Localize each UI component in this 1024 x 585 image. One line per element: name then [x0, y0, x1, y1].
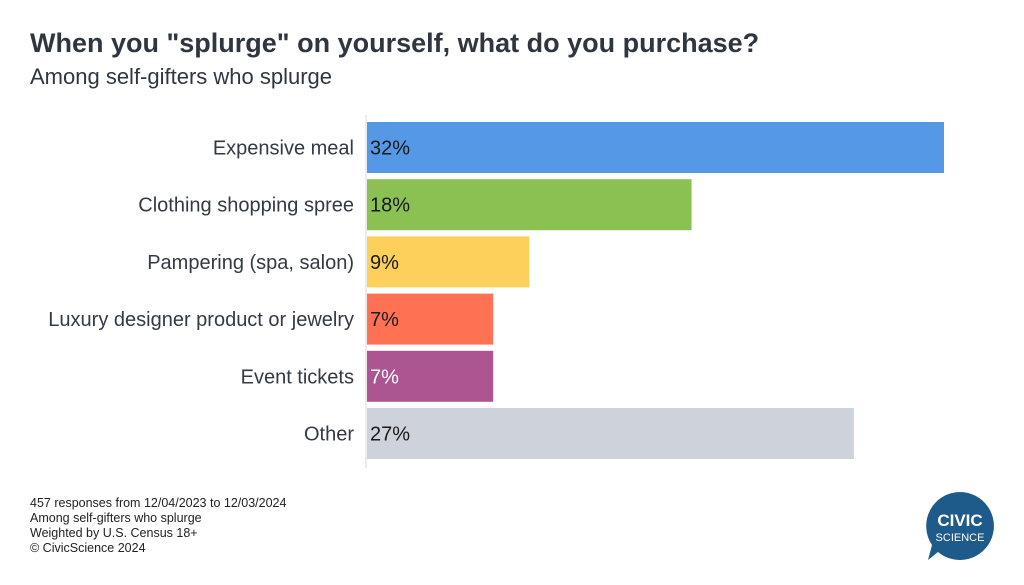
- value-label-3: 9%: [370, 252, 399, 274]
- value-label-1: 32%: [370, 138, 410, 160]
- bar-5: [367, 350, 494, 402]
- value-label-2: 18%: [370, 195, 410, 217]
- category-label-6: Other: [304, 424, 354, 446]
- logo-text-science: SCIENCE: [936, 532, 985, 544]
- footer-copyright: © CivicScience 2024: [30, 541, 146, 555]
- category-label-3: Pampering (spa, salon): [147, 252, 354, 274]
- bar-2: [367, 179, 692, 231]
- civicscience-logo: CIVIC SCIENCE: [926, 492, 994, 560]
- bar-1: [367, 122, 944, 173]
- chart-subtitle: Among self-gifters who splurge: [30, 64, 333, 89]
- footer-responses: 457 responses from 12/04/2023 to 12/03/2…: [30, 496, 287, 510]
- logo-bubble: [926, 492, 994, 560]
- footer-population: Among self-gifters who splurge: [30, 511, 202, 525]
- value-label-4: 7%: [370, 309, 399, 331]
- category-label-2: Clothing shopping spree: [138, 195, 354, 217]
- bar-4: [367, 293, 494, 345]
- chart-title: When you "splurge" on yourself, what do …: [30, 28, 760, 58]
- footer-weighting: Weighted by U.S. Census 18+: [30, 526, 198, 540]
- category-label-4: Luxury designer product or jewelry: [48, 309, 354, 331]
- value-label-6: 27%: [370, 424, 410, 446]
- bar-3: [367, 236, 530, 288]
- category-label-5: Event tickets: [241, 366, 354, 388]
- logo-text-civic: CIVIC: [937, 511, 982, 530]
- value-label-5: 7%: [370, 366, 399, 388]
- bar-6: [367, 408, 854, 459]
- category-label-1: Expensive meal: [213, 138, 354, 160]
- footer-notes: 457 responses from 12/04/2023 to 12/03/2…: [30, 496, 286, 556]
